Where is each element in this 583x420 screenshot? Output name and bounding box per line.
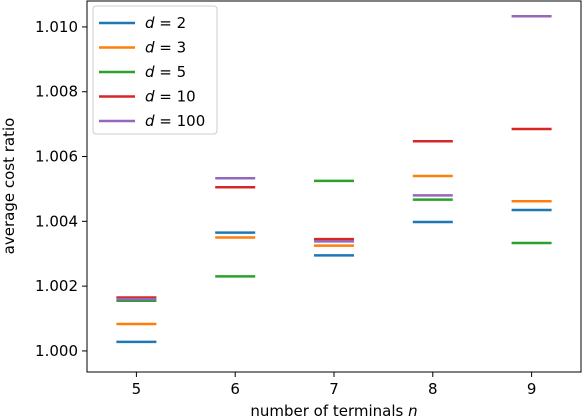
y-tick-label: 1.000 xyxy=(35,342,78,360)
legend: d = 2 d = 3 d = 5 d = 10 d = 100 xyxy=(92,5,218,135)
legend-label: d = 3 xyxy=(145,39,186,57)
data-marks xyxy=(116,14,552,344)
y-tick-label: 1.010 xyxy=(35,18,78,36)
legend-label: d = 100 xyxy=(145,112,205,130)
y-axis: 1.000 1.002 1.004 1.006 1.008 1.010 xyxy=(35,18,87,360)
x-axis: 5 6 7 8 9 xyxy=(132,372,537,398)
x-tick-label: 8 xyxy=(428,380,438,398)
y-axis-label: average cost ratio xyxy=(0,118,18,255)
y-tick-label: 1.004 xyxy=(35,212,78,230)
x-tick-label: 7 xyxy=(329,380,339,398)
x-tick-label: 9 xyxy=(527,380,537,398)
x-tick-label: 6 xyxy=(230,380,240,398)
y-tick-label: 1.002 xyxy=(35,277,78,295)
legend-label: d = 2 xyxy=(145,14,186,32)
legend-frame xyxy=(92,5,218,135)
x-axis-label: number of terminals n xyxy=(250,402,417,420)
legend-label: d = 5 xyxy=(145,63,186,81)
x-tick-label: 5 xyxy=(132,380,142,398)
legend-label: d = 10 xyxy=(145,88,196,106)
y-tick-label: 1.006 xyxy=(35,148,78,166)
y-tick-label: 1.008 xyxy=(35,83,78,101)
